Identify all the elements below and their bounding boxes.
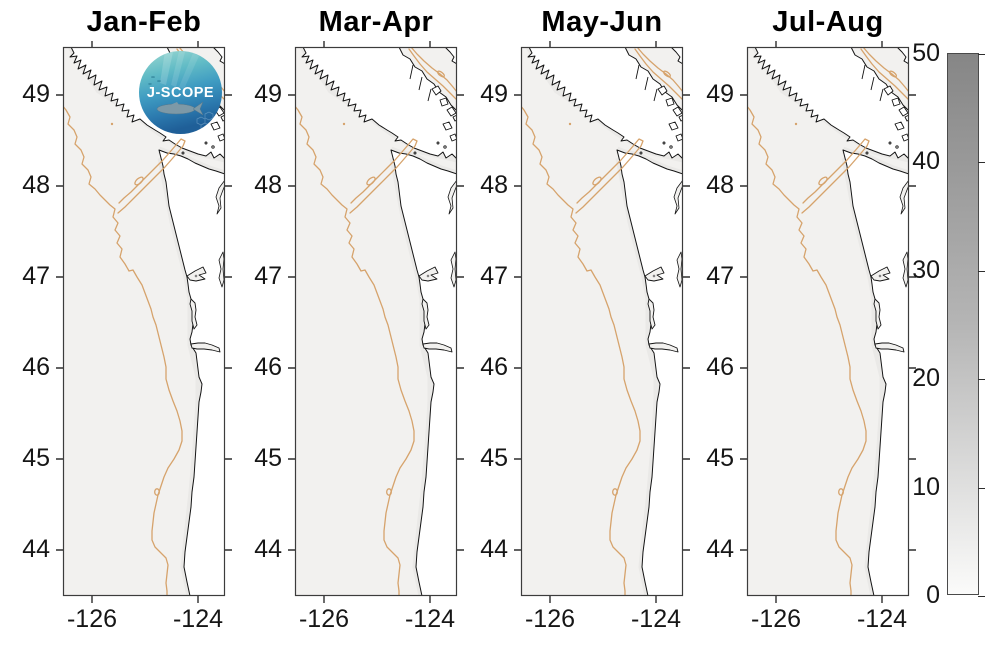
colorbar-tick-label: 0 (926, 581, 940, 609)
y-tick-label: 46 (254, 353, 282, 381)
fish-school-icon (148, 76, 161, 85)
jscope-logo: J-SCOPE (139, 51, 222, 134)
map-panel-may-jun: May-Jun 49 48 47 46 45 44 -126 -124 (480, 6, 683, 632)
y-tick-label: 44 (22, 535, 50, 563)
colorbar-tick-label: 40 (912, 147, 940, 175)
coastline-map (521, 47, 683, 596)
colorbar-tick-label: 20 (912, 364, 940, 392)
panel-title: May-Jun (541, 6, 663, 38)
colorbar-tick (978, 162, 985, 163)
y-tick-label: 45 (706, 444, 734, 472)
y-tick-label: 48 (22, 171, 50, 199)
colorbar-tick (978, 271, 985, 272)
y-tick-label: 49 (22, 80, 50, 108)
y-tick-label: 48 (706, 171, 734, 199)
y-tick-label: 44 (706, 535, 734, 563)
colorbar-tick-label: 50 (912, 39, 940, 67)
light-ray (171, 51, 185, 87)
colorbar-tick (978, 596, 985, 597)
light-ray (160, 51, 173, 85)
y-tick-label: 49 (480, 80, 508, 108)
x-tick-label: -126 (524, 605, 576, 633)
y-tick-label: 46 (480, 353, 508, 381)
colorbar-tick (978, 488, 985, 489)
x-tick-label: -124 (630, 605, 682, 633)
x-tick-label: -126 (66, 605, 118, 633)
y-tick-label: 48 (254, 171, 282, 199)
map-panel-jul-aug: Jul-Aug 49 48 47 46 45 44 -126 -124 (706, 6, 909, 632)
x-tick-label: -126 (298, 605, 350, 633)
y-tick-label: 48 (480, 171, 508, 199)
fish-icon (156, 101, 204, 116)
y-tick-label: 46 (706, 353, 734, 381)
y-tick-label: 47 (22, 262, 50, 290)
y-tick-label: 47 (254, 262, 282, 290)
y-tick-label: 44 (254, 535, 282, 563)
jscope-logo-text: J-SCOPE (147, 85, 214, 101)
map-panel-jan-feb: Jan-Feb 49 48 47 46 45 44 -126 -124 (22, 6, 225, 632)
panel-title: Jan-Feb (86, 6, 202, 38)
y-tick-label: 45 (254, 444, 282, 472)
panel-title: Jul-Aug (772, 6, 884, 38)
coastline-map (295, 47, 457, 596)
x-tick-label: -124 (856, 605, 908, 633)
panel-title: Mar-Apr (318, 6, 434, 38)
colorbar-tick-label: 30 (912, 256, 940, 284)
y-tick-label: 44 (480, 535, 508, 563)
x-tick-label: -124 (404, 605, 456, 633)
y-tick-label: 49 (706, 80, 734, 108)
colorbar-tick-label: 10 (912, 473, 940, 501)
y-tick-label: 45 (22, 444, 50, 472)
map-panel-mar-apr: Mar-Apr 49 48 47 46 45 44 -126 -124 (254, 6, 457, 632)
coastline-map (747, 47, 909, 596)
y-tick-label: 47 (706, 262, 734, 290)
y-tick-label: 47 (480, 262, 508, 290)
light-ray (179, 53, 199, 89)
y-tick-label: 49 (254, 80, 282, 108)
colorbar-tick (978, 379, 985, 380)
y-tick-label: 46 (22, 353, 50, 381)
colorbar-tick (978, 54, 985, 55)
x-tick-label: -124 (172, 605, 224, 633)
colorbar: 50 40 30 20 10 0 (912, 41, 985, 608)
y-tick-label: 45 (480, 444, 508, 472)
x-tick-label: -126 (750, 605, 802, 633)
